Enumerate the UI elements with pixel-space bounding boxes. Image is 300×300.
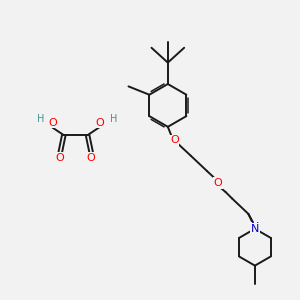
Text: H: H bbox=[37, 114, 44, 124]
Text: H: H bbox=[110, 114, 117, 124]
Text: O: O bbox=[87, 153, 95, 163]
Text: O: O bbox=[170, 135, 179, 145]
Text: O: O bbox=[96, 118, 104, 128]
Text: O: O bbox=[56, 153, 64, 163]
Text: N: N bbox=[251, 222, 259, 232]
Text: N: N bbox=[251, 224, 259, 234]
Text: O: O bbox=[48, 118, 57, 128]
Text: O: O bbox=[214, 178, 222, 188]
